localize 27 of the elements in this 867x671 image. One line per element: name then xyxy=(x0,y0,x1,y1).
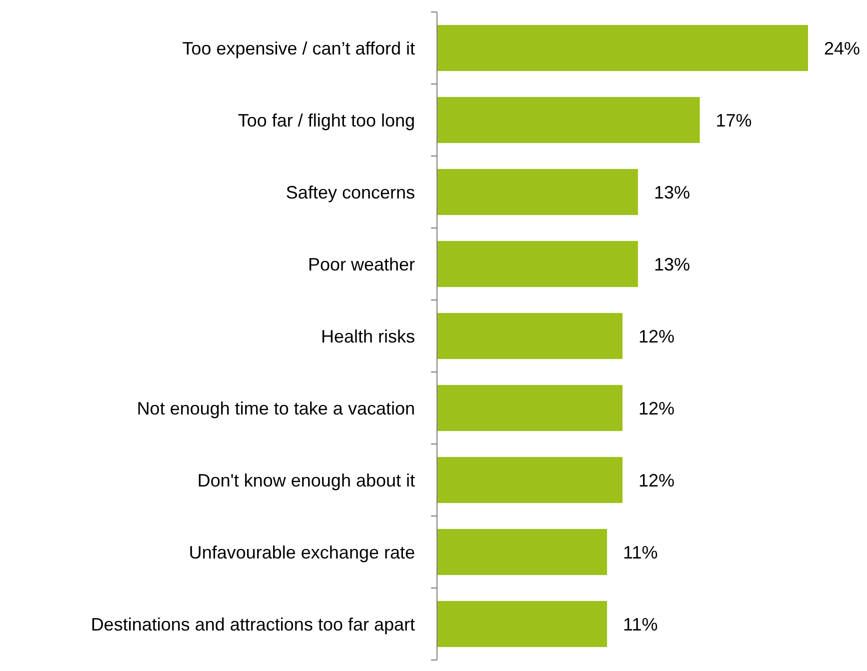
y-tick-label: Too far / flight too long xyxy=(238,110,415,130)
data-label: 11% xyxy=(623,542,658,562)
bar xyxy=(437,600,608,648)
bar xyxy=(437,312,622,360)
y-tick-label: Poor weather xyxy=(308,254,416,274)
bar xyxy=(437,456,622,504)
y-tick-label: Too expensive / can’t afford it xyxy=(182,38,415,58)
data-label: 11% xyxy=(623,614,658,634)
y-tick-label: Health risks xyxy=(320,326,415,346)
bar xyxy=(437,240,638,288)
bar xyxy=(437,168,638,216)
y-tick-label: Destinations and attractions too far apart xyxy=(90,614,415,634)
data-label: 12% xyxy=(638,398,675,418)
data-label: 24% xyxy=(824,38,860,58)
data-label: 12% xyxy=(638,470,675,490)
y-tick-label: Unfavourable exchange rate xyxy=(188,542,415,562)
bar xyxy=(437,528,608,576)
data-label: 13% xyxy=(654,182,690,202)
data-label: 13% xyxy=(654,254,690,274)
y-tick-label: Don't know enough about it xyxy=(197,470,415,490)
data-label: 17% xyxy=(716,110,752,130)
bar xyxy=(437,96,700,144)
y-tick-label: Saftey concerns xyxy=(286,182,415,202)
data-label: 12% xyxy=(638,326,675,346)
y-tick-label: Not enough time to take a vacation xyxy=(136,398,415,418)
bar xyxy=(437,24,808,72)
bar xyxy=(437,384,622,432)
